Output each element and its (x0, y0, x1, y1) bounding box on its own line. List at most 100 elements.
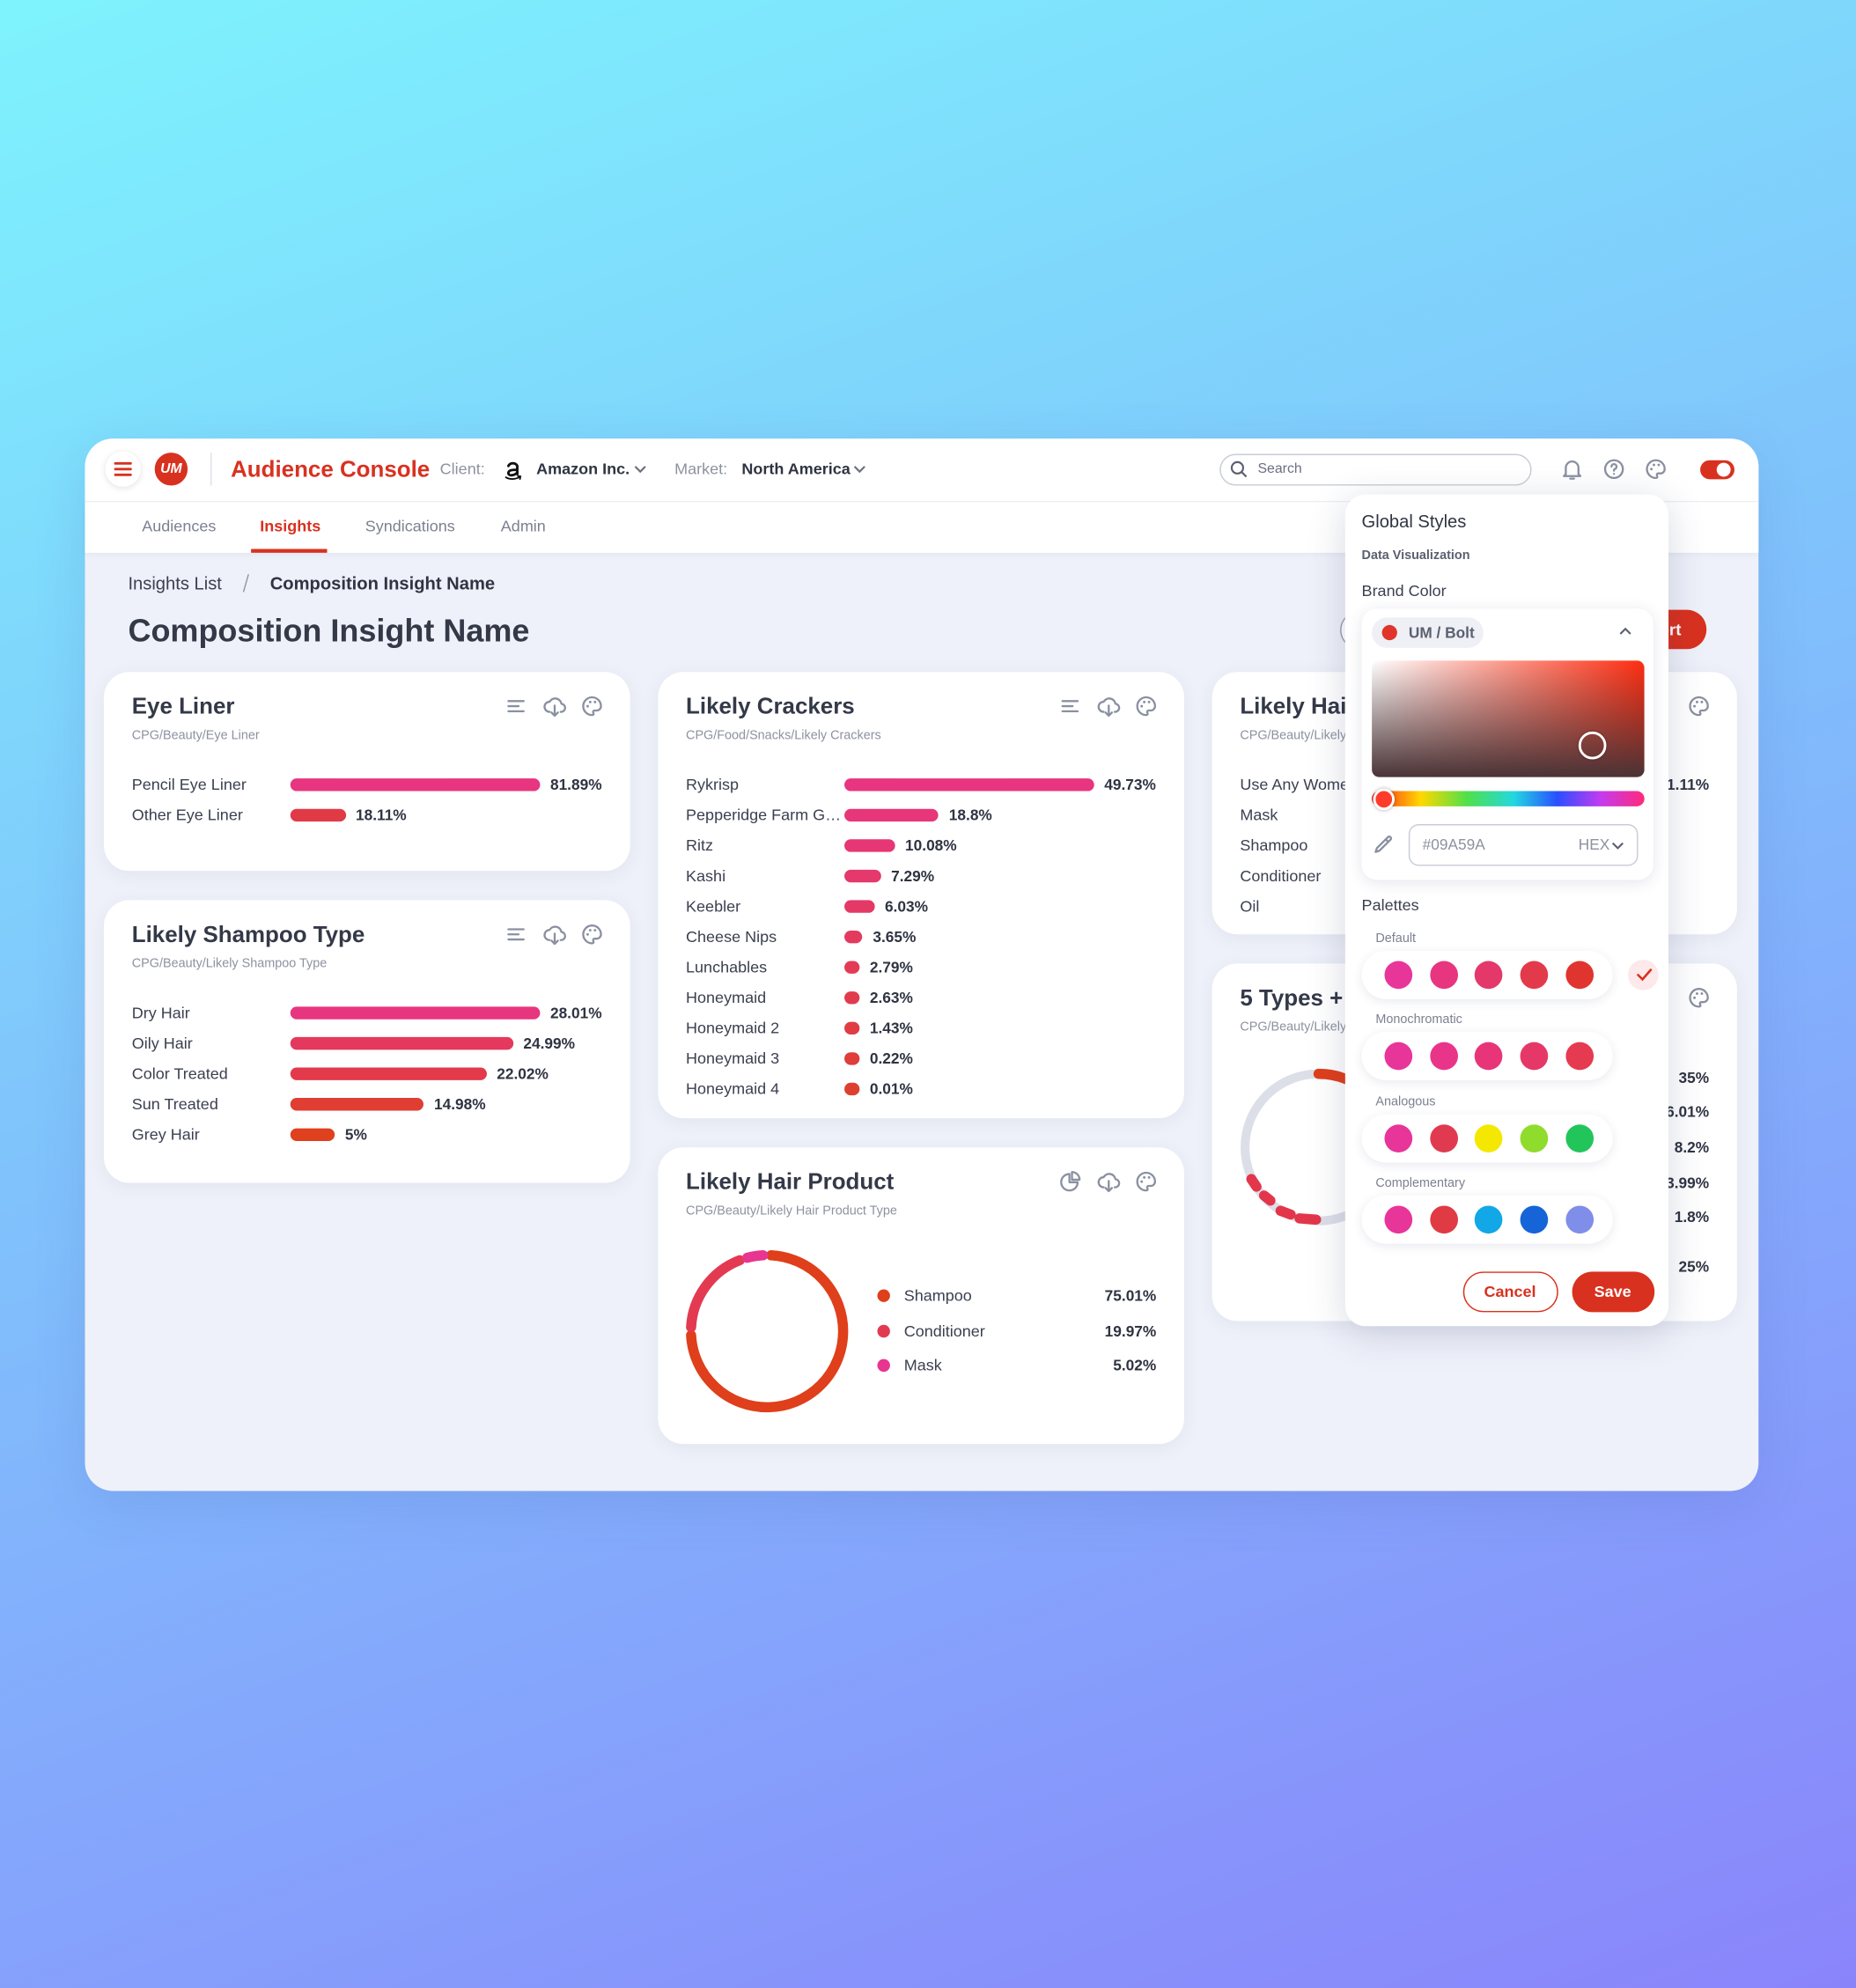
palette-swatch[interactable] (1565, 961, 1594, 990)
palette-icon[interactable] (1133, 694, 1159, 719)
theme-icon[interactable] (1643, 456, 1668, 482)
palette-swatch[interactable] (1429, 1042, 1458, 1071)
card-subtitle: CPG/Beauty/Eye Liner (131, 729, 260, 743)
card-title: Eye Liner (131, 693, 235, 719)
logo-text: UM (160, 461, 182, 477)
bar (290, 1067, 487, 1080)
cancel-label: Cancel (1484, 1283, 1536, 1301)
card-subtitle: CPG/Beauty/Likely (1240, 729, 1347, 743)
bar-value: 1.11% (1667, 776, 1710, 794)
palette-swatch[interactable] (1429, 1205, 1458, 1233)
bar-label: Other Eye Liner (131, 806, 243, 825)
palette-icon-part (1140, 1180, 1144, 1183)
search-box[interactable] (1219, 453, 1532, 486)
bar-label: Mask (1240, 806, 1278, 825)
bar (290, 1098, 424, 1111)
palette-swatch[interactable] (1429, 1123, 1458, 1152)
cloud-icon[interactable] (1095, 1169, 1121, 1195)
nav-tab[interactable]: Insights (260, 517, 321, 535)
bar-label: Honeymaid 4 (686, 1079, 780, 1099)
client-logo-part (505, 475, 522, 480)
nav-tab[interactable]: Audiences (142, 517, 217, 535)
palette-swatch[interactable] (1475, 1042, 1503, 1071)
save-button[interactable] (1572, 1271, 1655, 1313)
palette-swatch[interactable] (1565, 1123, 1594, 1152)
palette-swatch[interactable] (1520, 1042, 1549, 1071)
cloud-icon[interactable] (541, 922, 567, 947)
bar-value: 49.73% (1104, 776, 1156, 794)
hue-handle (1373, 788, 1396, 811)
palette-icon-part (1696, 992, 1698, 995)
cloud-icon-part (1097, 1173, 1121, 1189)
palette-icon[interactable] (579, 922, 605, 947)
market-label: Market: (674, 460, 728, 478)
hex-format[interactable]: HEX (1578, 835, 1610, 854)
bar-label: Keebler (686, 897, 741, 916)
palette-swatch[interactable] (1520, 961, 1549, 990)
palette-swatch[interactable] (1475, 961, 1503, 990)
search-icon (1230, 460, 1248, 478)
bar-value: 0.22% (869, 1049, 913, 1068)
palette-swatch[interactable] (1384, 1205, 1413, 1233)
nav-tab[interactable]: Admin (500, 517, 546, 535)
market-name[interactable]: North America (741, 460, 851, 478)
palette-icon[interactable] (579, 694, 605, 719)
bar-label: Color Treated (131, 1064, 228, 1083)
palette-swatch[interactable] (1475, 1205, 1503, 1233)
divider (210, 453, 212, 486)
bar-value: 18.11% (356, 806, 407, 825)
cloud-icon-part (543, 925, 566, 941)
list-icon[interactable] (504, 694, 529, 719)
cloud-icon[interactable] (541, 694, 567, 719)
list-icon[interactable] (504, 922, 529, 947)
palette-swatch[interactable] (1565, 1205, 1594, 1233)
palette-swatch[interactable] (1384, 1042, 1413, 1071)
bar-value: 10.08% (905, 836, 957, 855)
saturation-field[interactable] (1372, 660, 1645, 777)
palette-swatch[interactable] (1384, 1123, 1413, 1152)
card-subtitle: CPG/Beauty/Likely (1240, 1020, 1347, 1035)
legend-value: 8.2% (1674, 1138, 1710, 1157)
palette-swatch[interactable] (1475, 1123, 1503, 1152)
palette-icon[interactable] (1686, 694, 1712, 719)
bar (844, 991, 860, 1005)
palette-icon-part (1700, 992, 1704, 995)
palette-swatch[interactable] (1429, 961, 1458, 990)
card-title: 5 Types + C (1240, 984, 1366, 1011)
help-icon[interactable] (1602, 456, 1627, 482)
bar-value: 24.99% (523, 1034, 575, 1053)
list-icon[interactable] (1057, 694, 1083, 719)
cancel-button[interactable] (1462, 1271, 1558, 1313)
pie-icon[interactable] (1057, 1169, 1083, 1195)
card-title: Likely Hair (1240, 693, 1356, 719)
legend-value: 5.02% (1113, 1356, 1157, 1374)
bar-value: 1.43% (869, 1019, 913, 1037)
palette-icon[interactable] (1133, 1169, 1159, 1195)
collapse-chevron[interactable] (1619, 627, 1631, 636)
palette-swatch[interactable] (1384, 961, 1413, 990)
breadcrumb-link[interactable]: Insights List (128, 572, 222, 593)
palette-swatch[interactable] (1520, 1205, 1549, 1233)
client-label: Client: (439, 460, 485, 478)
client-name[interactable]: Amazon Inc. (536, 460, 630, 478)
bell-icon[interactable] (1559, 456, 1585, 482)
legend-value: 19.97% (1104, 1322, 1157, 1340)
palette-icon-part (1696, 700, 1698, 703)
client-chevron-part (634, 466, 646, 474)
nav-tab[interactable]: Syndications (365, 517, 455, 535)
palette-swatch[interactable] (1520, 1123, 1549, 1152)
eyedropper-icon[interactable] (1372, 833, 1395, 856)
bar-value: 7.29% (891, 866, 935, 886)
brand-name: UM / Bolt (1408, 623, 1475, 642)
app-title: Audience Console (231, 456, 431, 482)
hue-slider[interactable] (1372, 791, 1645, 806)
card-subtitle: CPG/Beauty/Likely Shampoo Type (131, 957, 328, 972)
palette-icon-part (1689, 988, 1709, 1008)
palette-icon-part (588, 929, 592, 931)
palette-icon[interactable] (1686, 985, 1712, 1011)
market-chevron (853, 466, 865, 474)
hex-input[interactable] (1408, 824, 1639, 866)
cloud-icon[interactable] (1095, 694, 1121, 719)
palette-swatch[interactable] (1565, 1042, 1594, 1071)
